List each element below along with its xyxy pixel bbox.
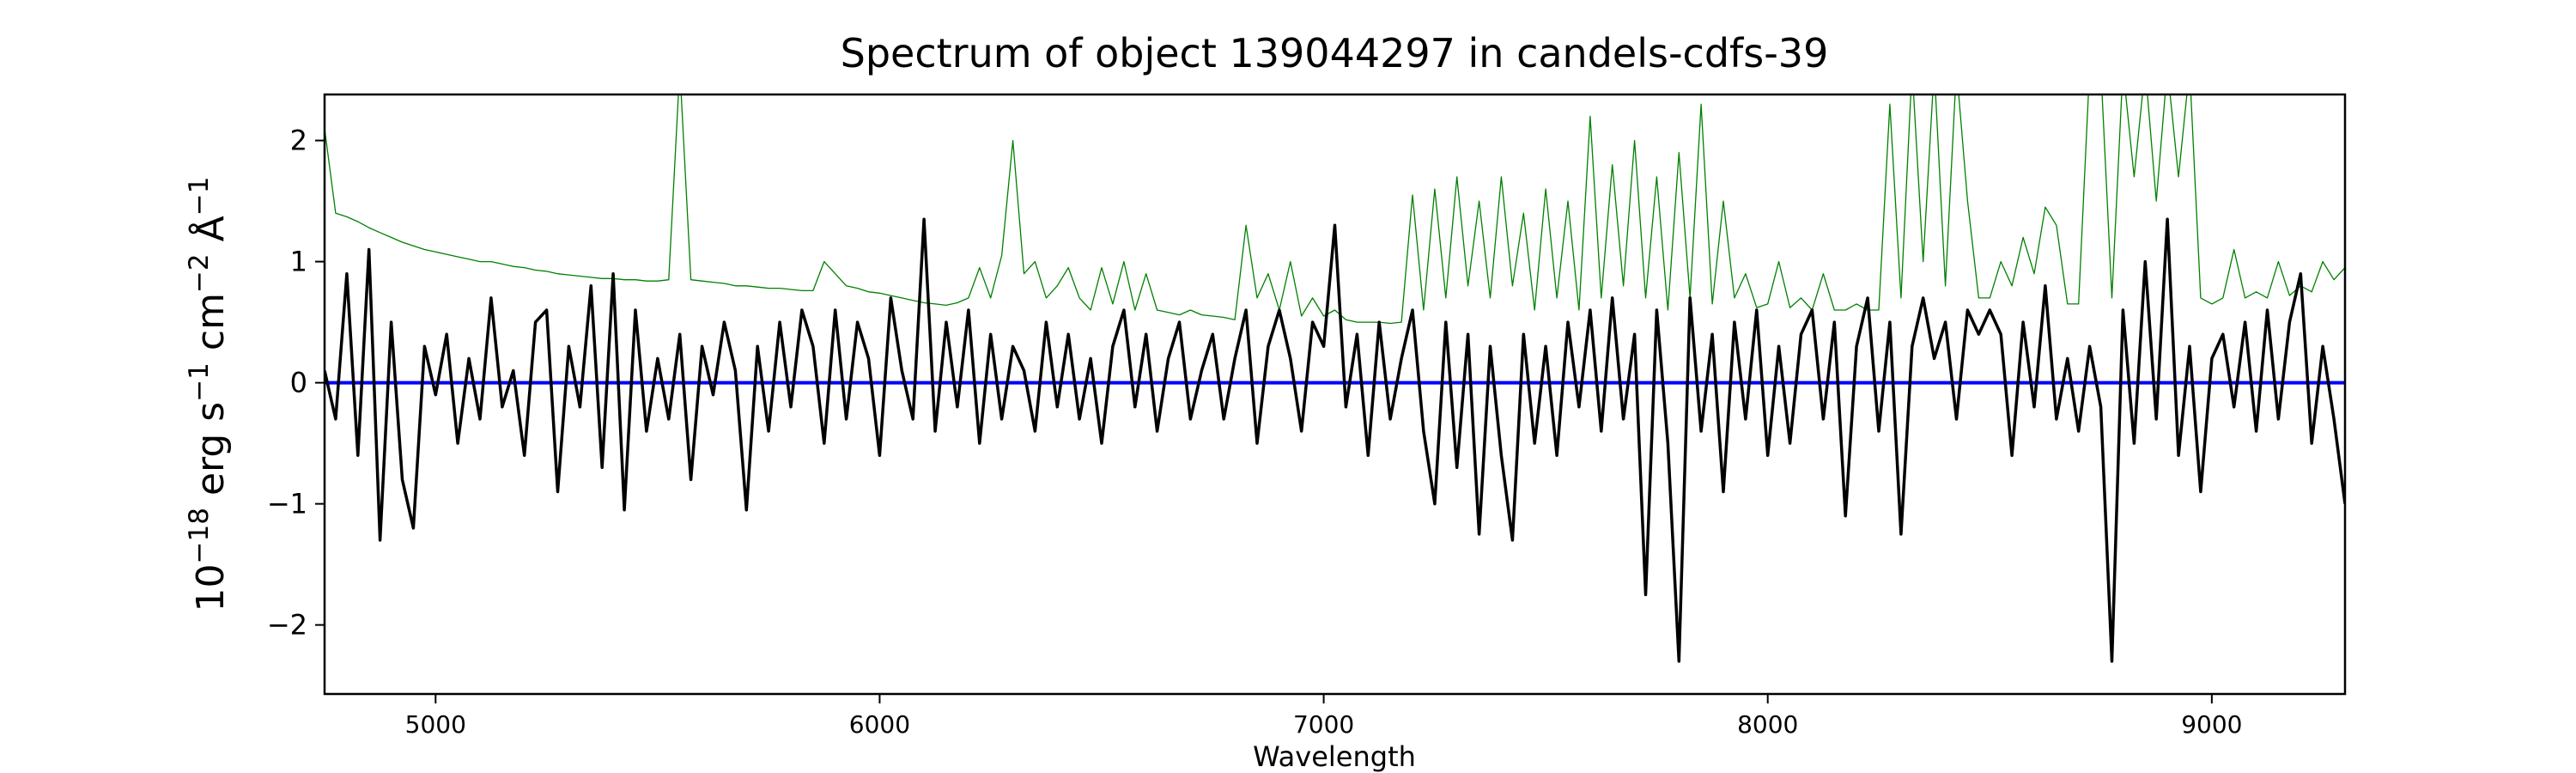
y-tick-label: −2 bbox=[267, 609, 307, 642]
y-tick-label: 1 bbox=[290, 246, 307, 278]
series-error-line bbox=[325, 94, 2345, 325]
x-tick-label: 6000 bbox=[849, 710, 910, 739]
y-tick-label: 0 bbox=[290, 367, 307, 399]
x-tick-label: 8000 bbox=[1737, 710, 1798, 739]
x-tick-label: 9000 bbox=[2181, 710, 2242, 739]
y-tick-label: 2 bbox=[290, 125, 307, 157]
series-flux-line bbox=[325, 217, 2345, 663]
plot-frame bbox=[323, 93, 2347, 696]
y-tick-label: −1 bbox=[267, 488, 307, 520]
x-axis-label: Wavelength bbox=[1253, 740, 1416, 773]
x-tick-label: 5000 bbox=[405, 710, 466, 739]
x-tick-label: 7000 bbox=[1293, 710, 1354, 739]
y-axis-label: 10−18 erg s−1 cm−2 Å−1 bbox=[184, 177, 233, 612]
chart-title: Spectrum of object 139044297 in candels-… bbox=[841, 30, 1829, 76]
